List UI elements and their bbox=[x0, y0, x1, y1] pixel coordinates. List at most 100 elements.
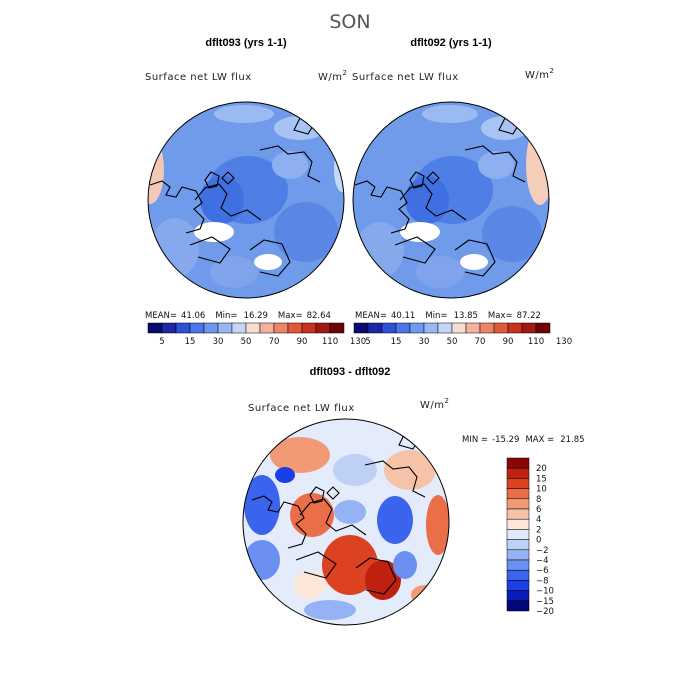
colorbar-swatch bbox=[353, 322, 369, 334]
colorbar-swatch bbox=[506, 600, 530, 612]
colorbar-tick-label: 15 bbox=[536, 474, 547, 484]
colorbar-swatch bbox=[465, 322, 481, 334]
panel-dflt092: dflt092 (yrs 1-1) Surface net LW flux W/… bbox=[352, 37, 554, 321]
colorbar-tick-label: 70 bbox=[475, 337, 486, 347]
field-label: Surface net LW flux bbox=[352, 72, 459, 83]
diff-minmax-line: MIN = -15.29 MAX = 21.85 bbox=[462, 435, 585, 445]
colorbar-swatch bbox=[161, 322, 177, 334]
colorbar-swatch bbox=[506, 508, 530, 520]
colorbar-swatch bbox=[409, 322, 425, 334]
colorbar-tick-label: 30 bbox=[213, 337, 224, 347]
panel-difference: dflt093 - dflt092 Surface net LW flux W/… bbox=[242, 366, 585, 626]
colorbar-tick-label: 2 bbox=[536, 525, 541, 535]
colorbar-tick-label: 90 bbox=[297, 337, 308, 347]
colorbar-swatch bbox=[479, 322, 495, 334]
colorbar-swatch bbox=[245, 322, 261, 334]
colorbar-tick-label: −20 bbox=[536, 607, 554, 617]
colorbar-tick-label: −10 bbox=[536, 587, 554, 597]
colorbar-swatch bbox=[381, 322, 397, 334]
colorbar-swatch bbox=[521, 322, 537, 334]
colorbar-tick-label: 90 bbox=[503, 337, 514, 347]
colorbar-swatch bbox=[287, 322, 303, 334]
colorbar-tick-label: 110 bbox=[322, 337, 338, 347]
colorbar-swatch bbox=[423, 322, 439, 334]
polar-map-dflt093 bbox=[148, 102, 344, 298]
colorbar-swatch bbox=[506, 518, 530, 530]
colorbar-tick-label: 0 bbox=[536, 536, 541, 546]
colorbar-swatch bbox=[535, 322, 551, 334]
polar-map-dflt092 bbox=[353, 102, 549, 298]
colorbar-swatch bbox=[147, 322, 163, 334]
colorbar-tick-label: 15 bbox=[391, 337, 402, 347]
map-boundary bbox=[147, 101, 345, 299]
colorbar-swatch bbox=[273, 322, 289, 334]
colorbar-tick-label: 6 bbox=[536, 505, 541, 515]
panel-title: dflt093 (yrs 1-1) bbox=[205, 37, 287, 49]
colorbar-swatch bbox=[506, 580, 530, 591]
colorbar-tick-label: −8 bbox=[536, 576, 549, 586]
panel-dflt093: dflt093 (yrs 1-1) Surface net LW flux W/… bbox=[145, 37, 347, 321]
colorbar-swatch bbox=[506, 590, 530, 602]
units-label: W/m2 bbox=[318, 69, 347, 83]
colorbar-swatch bbox=[203, 322, 219, 334]
colorbar-tick-label: 70 bbox=[269, 337, 280, 347]
colorbar-tick-label: −6 bbox=[536, 566, 549, 576]
colorbar-swatch bbox=[506, 549, 530, 561]
map-boundary bbox=[352, 101, 550, 299]
colorbar-abs-dflt092: 5 15 30 50 70 90 110 130 bbox=[353, 322, 572, 347]
field-label: Surface net LW flux bbox=[145, 72, 252, 83]
colorbar-tick-label: 30 bbox=[419, 337, 430, 347]
colorbar-tick-label: 20 bbox=[536, 464, 547, 474]
colorbar-tick-label: −4 bbox=[536, 556, 549, 566]
colorbar-swatch bbox=[367, 322, 383, 334]
map-boundary bbox=[242, 418, 450, 626]
colorbar-swatch bbox=[506, 478, 530, 489]
colorbar-tick-label: 8 bbox=[536, 495, 541, 505]
colorbar-tick-label: 50 bbox=[447, 337, 458, 347]
colorbar-swatch bbox=[437, 322, 453, 334]
units-label: W/m2 bbox=[525, 67, 554, 81]
colorbar-swatch bbox=[259, 322, 275, 334]
colorbar-swatch bbox=[506, 457, 530, 469]
season-title: SON bbox=[329, 11, 370, 33]
colorbar-swatch bbox=[506, 488, 530, 500]
colorbar-swatch bbox=[506, 539, 530, 551]
colorbar-swatch bbox=[506, 498, 530, 510]
colorbar-tick-label: 4 bbox=[536, 515, 541, 525]
colorbar-swatch bbox=[395, 322, 411, 334]
colorbar-swatch bbox=[506, 467, 530, 479]
colorbar-tick-label: 130 bbox=[556, 337, 572, 347]
colorbar-swatch bbox=[451, 322, 467, 334]
colorbar-tick-label: 5 bbox=[365, 337, 370, 347]
panel-title: dflt093 - dflt092 bbox=[310, 366, 391, 378]
colorbar-swatch bbox=[506, 559, 530, 571]
colorbar-tick-label: −15 bbox=[536, 597, 554, 607]
colorbar-swatch bbox=[301, 322, 317, 334]
colorbar-swatch bbox=[506, 529, 530, 540]
panel-title: dflt092 (yrs 1-1) bbox=[410, 37, 492, 49]
units-label: W/m2 bbox=[420, 397, 449, 411]
colorbar-tick-label: 5 bbox=[159, 337, 164, 347]
colorbar-swatch bbox=[217, 322, 233, 334]
colorbar-swatch bbox=[329, 322, 345, 334]
colorbar-abs-dflt093: 5 15 30 50 70 90 110 130 bbox=[147, 322, 366, 347]
colorbar-swatch bbox=[231, 322, 247, 334]
stats-line: MEAN= 40.11 Min= 13.85 Max= 87.22 bbox=[355, 311, 541, 321]
colorbar-swatch bbox=[507, 322, 523, 334]
colorbar-tick-label: 110 bbox=[528, 337, 544, 347]
colorbar-swatch bbox=[315, 322, 331, 334]
colorbar-tick-label: 15 bbox=[185, 337, 196, 347]
colorbar-swatch bbox=[175, 322, 191, 334]
colorbar-swatch bbox=[506, 569, 530, 581]
colorbar-tick-label: −2 bbox=[536, 546, 549, 556]
colorbar-swatch bbox=[493, 322, 509, 334]
colorbar-tick-label: 50 bbox=[241, 337, 252, 347]
colorbar-swatch bbox=[189, 322, 205, 334]
stats-line: MEAN= 41.06 Min= 16.29 Max= 82.64 bbox=[145, 311, 331, 321]
colorbar-tick-label: 10 bbox=[536, 485, 547, 495]
polar-map-difference bbox=[243, 419, 449, 625]
field-label: Surface net LW flux bbox=[248, 403, 355, 414]
